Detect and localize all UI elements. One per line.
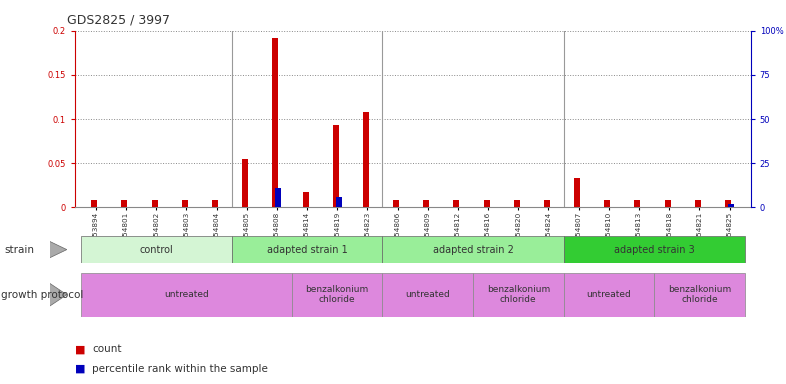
Bar (564, 236, 744, 263)
Bar (242, 159, 248, 207)
Bar (332, 125, 339, 207)
Text: untreated: untreated (586, 290, 631, 299)
Polygon shape (50, 283, 67, 306)
Bar (81, 236, 232, 263)
Text: benzalkonium
chloride: benzalkonium chloride (306, 285, 369, 305)
Bar (182, 200, 188, 207)
Bar (544, 200, 550, 207)
Text: benzalkonium
chloride: benzalkonium chloride (667, 285, 731, 305)
Bar (695, 200, 701, 207)
Bar (383, 236, 564, 263)
Text: adapted strain 2: adapted strain 2 (432, 245, 513, 255)
Bar (91, 200, 97, 207)
Text: ■: ■ (75, 344, 89, 354)
Bar (473, 273, 564, 317)
Bar (383, 273, 473, 317)
Bar (423, 200, 429, 207)
Bar (393, 200, 399, 207)
Bar (292, 273, 383, 317)
Bar (212, 200, 218, 207)
Bar (665, 200, 670, 207)
Text: ■: ■ (75, 364, 89, 374)
Text: untreated: untreated (164, 290, 209, 299)
Bar (152, 200, 158, 207)
Polygon shape (50, 241, 67, 258)
Bar (272, 38, 278, 207)
Text: benzalkonium
chloride: benzalkonium chloride (487, 285, 550, 305)
Bar (275, 188, 281, 207)
Bar (232, 236, 383, 263)
Bar (604, 200, 610, 207)
Text: strain: strain (4, 245, 34, 255)
Text: adapted strain 1: adapted strain 1 (266, 245, 347, 255)
Bar (363, 112, 369, 207)
Bar (564, 273, 654, 317)
Bar (634, 200, 641, 207)
Text: control: control (139, 245, 173, 255)
Bar (81, 273, 292, 317)
Text: GDS2825 / 3997: GDS2825 / 3997 (67, 14, 170, 27)
Bar (725, 200, 731, 207)
Bar (483, 200, 490, 207)
Bar (728, 204, 734, 207)
Bar (336, 197, 342, 207)
Bar (574, 178, 580, 207)
Text: untreated: untreated (406, 290, 450, 299)
Text: count: count (92, 344, 122, 354)
Bar (454, 200, 460, 207)
Bar (122, 200, 127, 207)
Text: growth protocol: growth protocol (1, 290, 83, 300)
Bar (303, 192, 309, 207)
Text: adapted strain 3: adapted strain 3 (614, 245, 695, 255)
Bar (514, 200, 520, 207)
Bar (654, 273, 744, 317)
Text: percentile rank within the sample: percentile rank within the sample (92, 364, 268, 374)
